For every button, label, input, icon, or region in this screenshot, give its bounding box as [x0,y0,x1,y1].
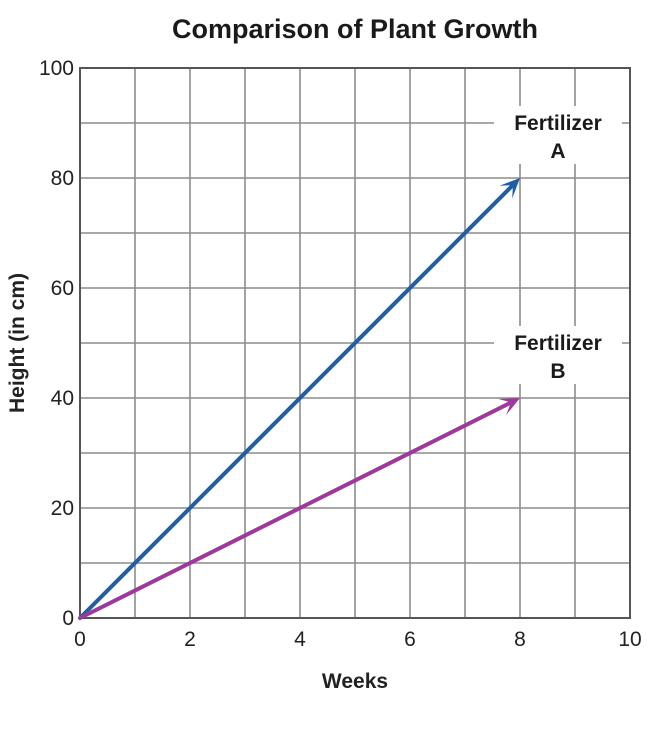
x-axis-label: Weeks [322,670,388,693]
plot-frame [79,67,631,619]
x-tick-label: 8 [514,628,526,651]
chart-title: Comparison of Plant Growth [172,14,538,44]
series-line-a [78,183,515,620]
y-tick-label: 60 [51,277,74,300]
x-tick-label: 4 [294,628,306,651]
x-tick-label: 0 [74,628,86,651]
series-label-background-b [494,326,622,384]
series-label-background-a [494,106,622,164]
y-tick-label: 0 [62,607,74,630]
x-axis-ticks: 0 2 4 6 8 10 [74,628,642,651]
series-label-b-line-1: Fertilizer [514,332,602,355]
series-line-b [78,400,514,620]
y-tick-label: 20 [51,497,74,520]
y-axis-ticks: 0 20 40 60 80 100 [39,57,74,630]
series-label-a-line-2: A [550,140,565,163]
x-tick-label: 2 [184,628,196,651]
x-tick-label: 10 [618,628,641,651]
x-tick-label: 6 [404,628,416,651]
y-tick-label: 100 [39,57,74,80]
series-arrowhead-b [498,398,520,415]
y-axis-label: Height (in cm) [6,273,29,413]
series-layer: Fertilizer A Fertilizer B [78,106,622,620]
series-label-a-line-1: Fertilizer [514,112,602,135]
y-tick-label: 40 [51,387,74,410]
series-arrowhead-a [499,178,520,199]
series-label-b-line-2: B [550,360,565,383]
y-tick-label: 80 [51,167,74,190]
